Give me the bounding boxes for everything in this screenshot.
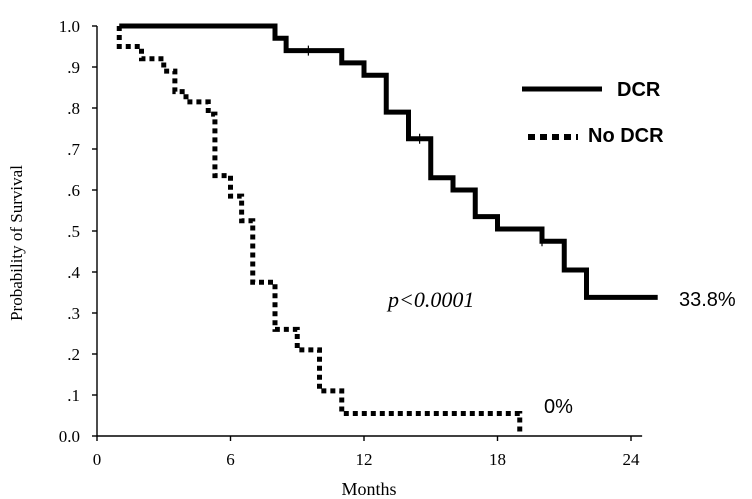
y-axis-label: Probability of Survival — [7, 165, 26, 321]
p-value-annotation: p<0.0001 — [386, 287, 474, 312]
y-tick-label: .1 — [67, 386, 80, 405]
legend: DCR No DCR — [522, 79, 664, 147]
y-ticks: 0.0 .1 .2 .3 .4 .5 .6 .7 .8 .9 1.0 — [59, 17, 97, 446]
y-tick-label: .5 — [67, 222, 80, 241]
y-tick-label: .2 — [67, 345, 80, 364]
end-label-dcr: 33.8% — [679, 289, 736, 311]
x-axis-label: Months — [341, 479, 396, 499]
x-tick-label: 18 — [489, 450, 506, 469]
legend-label-dcr: DCR — [617, 79, 661, 101]
x-tick-label: 6 — [226, 450, 235, 469]
y-tick-label: .8 — [67, 99, 80, 118]
curves — [116, 23, 658, 436]
end-label-no-dcr: 0% — [544, 396, 573, 418]
series-no-dcr-line — [116, 26, 523, 436]
legend-label-no-dcr: No DCR — [588, 125, 664, 147]
y-tick-label: .6 — [67, 181, 80, 200]
x-ticks: 0 6 12 18 24 — [93, 436, 640, 469]
y-tick-label: .4 — [67, 263, 80, 282]
y-tick-label: 1.0 — [59, 17, 80, 36]
x-tick-label: 24 — [623, 450, 641, 469]
x-tick-label: 0 — [93, 450, 102, 469]
y-tick-label: .9 — [67, 58, 80, 77]
y-tick-label: .7 — [67, 140, 80, 159]
y-tick-label: 0.0 — [59, 427, 80, 446]
x-tick-label: 12 — [356, 450, 373, 469]
series-dcr-line — [119, 23, 658, 300]
y-tick-label: .3 — [67, 304, 80, 323]
